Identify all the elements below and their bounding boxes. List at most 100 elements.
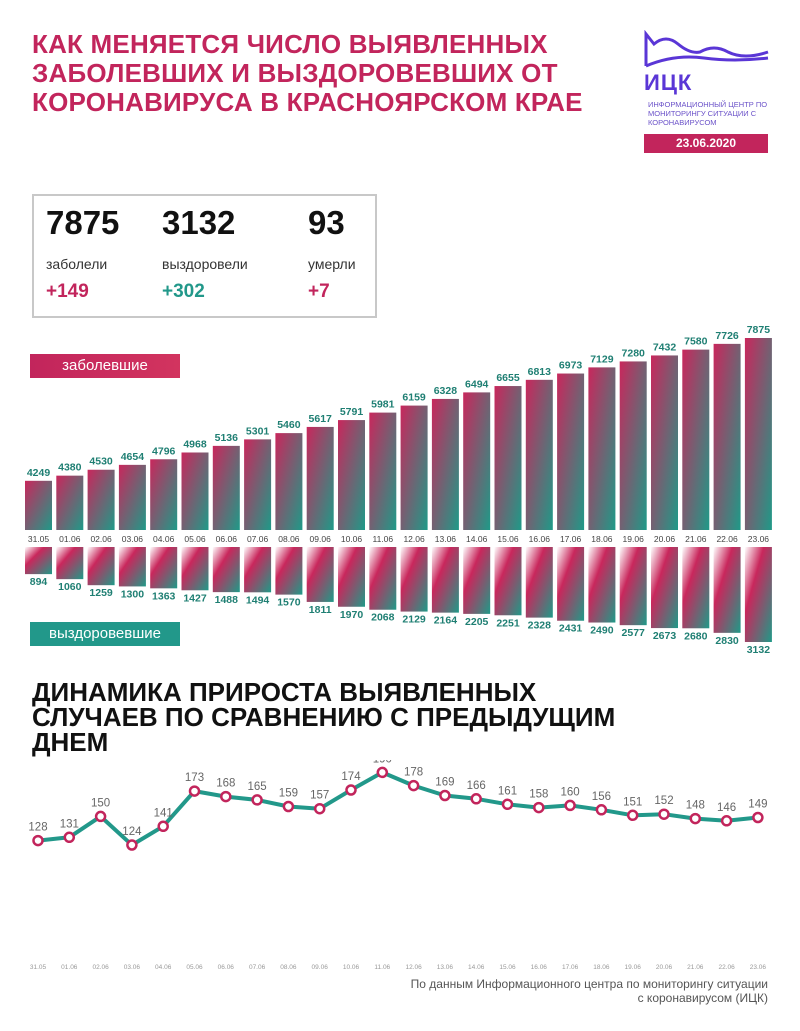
bar-sick-label: 7875 xyxy=(747,324,771,336)
growth-category-label: 20.06 xyxy=(656,964,673,971)
bar-recovered xyxy=(463,547,491,614)
growth-point xyxy=(345,784,357,796)
growth-category-label: 09.06 xyxy=(312,964,329,971)
bar-sick xyxy=(244,439,272,530)
growth-point xyxy=(220,790,232,803)
bar-category-label: 04.06 xyxy=(153,534,175,544)
bar-sick xyxy=(275,433,303,530)
bar-recovered-label: 894 xyxy=(30,576,48,588)
growth-value-label: 159 xyxy=(279,788,298,800)
bar-sick-label: 7280 xyxy=(622,347,646,359)
growth-value-label: 157 xyxy=(310,790,329,802)
bar-recovered-label: 2328 xyxy=(528,620,552,632)
bar-sick-label: 5460 xyxy=(277,419,301,431)
bar-sick xyxy=(150,459,178,530)
growth-point xyxy=(658,808,670,820)
bar-sick-label: 4968 xyxy=(183,438,207,450)
growth-value-label: 148 xyxy=(686,800,705,812)
stat-recovered-delta: +302 xyxy=(162,281,205,302)
bar-sick-label: 5791 xyxy=(340,406,364,418)
bar-sick xyxy=(557,373,585,530)
bar-category-label: 01.06 xyxy=(59,534,81,544)
bar-recovered xyxy=(400,547,428,612)
bar-recovered xyxy=(682,547,710,629)
growth-line xyxy=(37,770,759,847)
bar-recovered-label: 2680 xyxy=(684,630,708,642)
bar-sick xyxy=(118,464,146,530)
logo-subtitle: ИНФОРМАЦИОННЫЙ ЦЕНТР ПО МОНИТОРИНГУ СИТУ… xyxy=(648,100,768,127)
bar-category-label: 22.06 xyxy=(716,534,738,544)
growth-point xyxy=(626,809,639,822)
growth-point xyxy=(407,779,420,792)
bar-recovered xyxy=(275,547,303,595)
bar-sick-label: 6813 xyxy=(528,366,552,378)
growth-category-label: 21.06 xyxy=(687,964,704,971)
bar-sick xyxy=(369,412,397,530)
growth-point xyxy=(126,839,138,851)
growth-category-label: 23.06 xyxy=(750,964,767,971)
growth-value-label: 190 xyxy=(373,760,392,765)
page-title: КАК МЕНЯЕТСЯ ЧИСЛО ВЫЯВЛЕННЫХ ЗАБОЛЕВШИХ… xyxy=(32,29,583,117)
growth-point xyxy=(689,812,702,825)
bar-recovered xyxy=(494,547,522,616)
growth-value-label: 131 xyxy=(60,818,79,830)
growth-category-label: 06.06 xyxy=(218,964,235,971)
bar-category-label: 21.06 xyxy=(685,534,707,544)
growth-point xyxy=(376,766,389,779)
growth-value-label: 150 xyxy=(91,797,110,809)
growth-value-label: 158 xyxy=(529,789,548,801)
growth-point xyxy=(251,794,263,806)
growth-point xyxy=(94,810,107,823)
bar-recovered-label: 1300 xyxy=(121,588,145,600)
bar-recovered xyxy=(651,547,678,629)
bar-recovered-label: 1494 xyxy=(246,594,270,606)
bar-category-label: 07.06 xyxy=(247,534,269,544)
stat-died-label: умерли xyxy=(308,256,356,272)
bar-category-label: 17.06 xyxy=(560,534,582,544)
stat-died-delta: +7 xyxy=(308,281,330,302)
bar-sick xyxy=(431,398,459,530)
bar-sick-label: 7726 xyxy=(715,330,739,342)
recovered-tag: выздоровевшие xyxy=(30,622,180,646)
growth-point xyxy=(282,800,295,813)
bar-sick xyxy=(212,445,240,530)
growth-category-label: 02.06 xyxy=(92,964,109,971)
growth-value-label: 165 xyxy=(248,781,267,793)
bar-sick-label: 4249 xyxy=(27,467,51,479)
growth-value-label: 151 xyxy=(623,796,642,808)
stat-recovered-value: 3132 xyxy=(162,204,236,241)
bar-recovered xyxy=(244,547,272,593)
bar-recovered-label: 1811 xyxy=(309,604,332,616)
sick-tag: заболевшие xyxy=(30,354,180,378)
growth-point xyxy=(720,815,733,827)
stat-sick-value: 7875 xyxy=(46,204,120,241)
growth-category-label: 01.06 xyxy=(61,964,78,971)
growth-category-label: 19.06 xyxy=(625,964,642,971)
growth-value-label: 128 xyxy=(28,822,47,834)
growth-category-label: 15.06 xyxy=(499,964,516,971)
bar-recovered xyxy=(369,547,397,610)
bar-sick-label: 4380 xyxy=(58,462,82,474)
growth-point xyxy=(595,804,608,816)
growth-category-label: 22.06 xyxy=(718,964,735,971)
bar-category-label: 18.06 xyxy=(591,534,613,544)
bar-recovered xyxy=(118,547,146,587)
bar-recovered xyxy=(431,547,459,613)
bar-category-label: 10.06 xyxy=(341,534,363,544)
bar-category-label: 16.06 xyxy=(529,534,551,544)
bar-sick xyxy=(588,367,616,530)
growth-category-label: 14.06 xyxy=(468,964,485,971)
bar-sick xyxy=(619,361,647,530)
growth-value-label: 161 xyxy=(498,785,517,797)
bar-recovered-label: 1363 xyxy=(152,590,176,602)
bar-category-label: 31.05 xyxy=(28,534,50,544)
bar-recovered xyxy=(557,547,585,621)
stat-sick-label: заболели xyxy=(46,256,108,272)
bar-category-label: 14.06 xyxy=(466,534,488,544)
growth-point xyxy=(501,798,514,811)
growth-value-label: 160 xyxy=(561,786,580,798)
bar-sick-label: 5617 xyxy=(309,413,333,425)
bar-sick-label: 4796 xyxy=(152,445,176,457)
bar-recovered xyxy=(306,547,334,602)
growth-value-label: 169 xyxy=(435,777,454,789)
